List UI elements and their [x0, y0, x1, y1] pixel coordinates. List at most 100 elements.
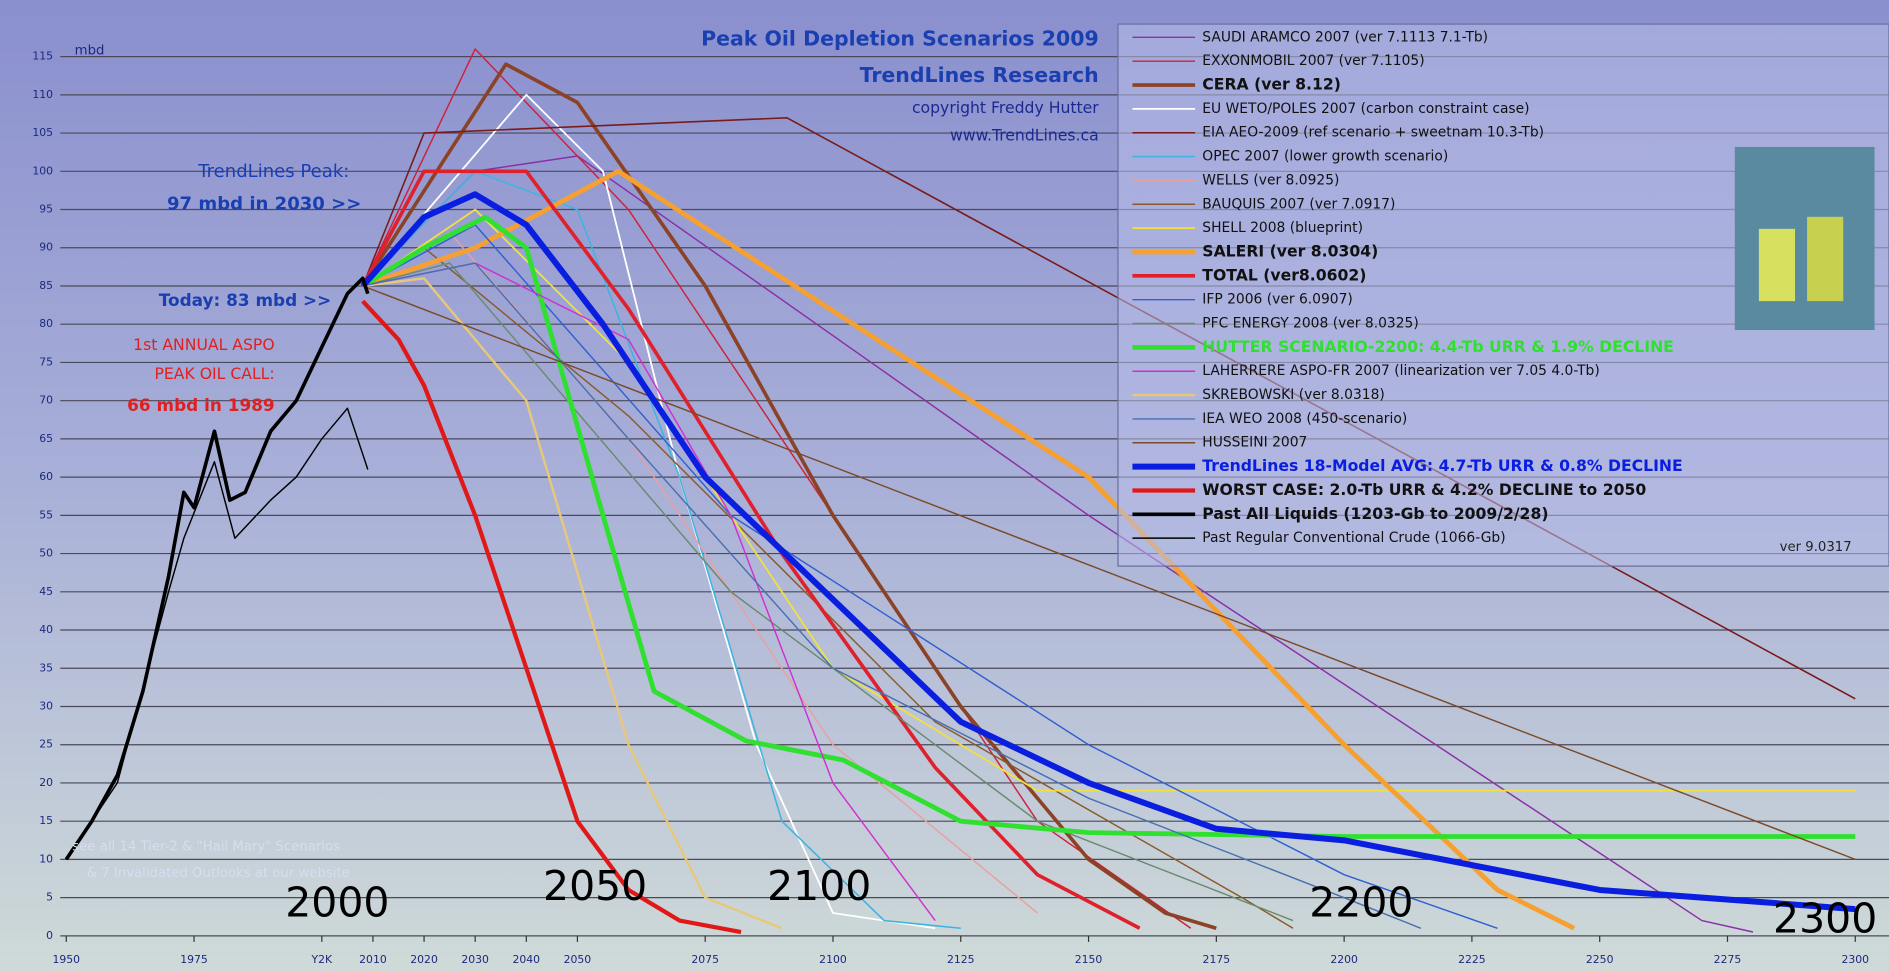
- legend-label: SAUDI ARAMCO 2007 (ver 7.1113 7.1-Tb): [1202, 29, 1488, 45]
- legend-label: BAUQUIS 2007 (ver 7.0917): [1202, 196, 1395, 212]
- x-tick-label: 2010: [359, 953, 387, 966]
- y-tick-label: 55: [39, 508, 53, 521]
- series-line: [361, 299, 742, 935]
- legend-label: SKREBOWSKI (ver 8.0318): [1202, 387, 1384, 403]
- x-tick-label: 2100: [819, 953, 847, 966]
- legend-label: OPEC 2007 (lower growth scenario): [1202, 149, 1448, 165]
- y-tick-label: 90: [39, 241, 53, 254]
- y-tick-label: 115: [32, 50, 53, 63]
- x-tick-label: 2040: [513, 953, 541, 966]
- legend-label: SHELL 2008 (blueprint): [1202, 220, 1363, 236]
- y-tick-label: 25: [39, 738, 53, 751]
- legend-label: IFP 2006 (ver 6.0907): [1202, 292, 1353, 308]
- y-tick-label: 10: [39, 852, 53, 865]
- y-tick-label: 35: [39, 661, 53, 674]
- annotation: & 7 Invalidated Outlooks at our website: [87, 866, 350, 881]
- x-tick-label: 1950: [52, 953, 80, 966]
- series-line: [362, 262, 1294, 922]
- series-line: [362, 277, 783, 930]
- x-tick-label: 2225: [1458, 953, 1486, 966]
- legend-label: LAHERRERE ASPO-FR 2007 (linearization ve…: [1202, 363, 1599, 379]
- legend-label: WELLS (ver 8.0925): [1202, 172, 1339, 188]
- y-tick-label: 85: [39, 279, 53, 292]
- y-tick-label: 65: [39, 432, 53, 445]
- series-line: [361, 169, 1141, 930]
- legend-label: Past All Liquids (1203-Gb to 2009/2/28): [1202, 504, 1548, 523]
- legend-label: SALERI (ver 8.0304): [1202, 241, 1378, 260]
- annotation: Today: 83 mbd >>: [159, 290, 332, 310]
- x-tick-label: 2300: [1841, 953, 1869, 966]
- annotation: PEAK OIL CALL:: [154, 364, 274, 383]
- x-tick-label: 2020: [410, 953, 438, 966]
- x-tick-label: 2050: [564, 953, 592, 966]
- legend-image-barrel: [1758, 228, 1796, 302]
- series-line: [361, 214, 1856, 839]
- x-tick-label: 2075: [691, 953, 719, 966]
- annotation: 2100: [767, 862, 871, 910]
- chart-subtitle: TrendLines Research: [860, 63, 1099, 87]
- y-tick-label: 0: [46, 929, 53, 942]
- series-line: [362, 224, 1498, 929]
- annotation: 2200: [1309, 879, 1413, 927]
- series-line: [360, 191, 1856, 913]
- legend-label: HUSSEINI 2007: [1202, 435, 1307, 451]
- y-tick-label: 100: [32, 164, 53, 177]
- legend-note: ver 9.0317: [1780, 540, 1852, 555]
- legend-label: CERA (ver 8.12): [1202, 75, 1341, 94]
- legend-label: TOTAL (ver8.0602): [1202, 265, 1366, 284]
- x-tick-label: 2250: [1586, 953, 1614, 966]
- annotation: 2000: [285, 879, 389, 927]
- annotation: 2050: [543, 862, 647, 910]
- y-axis-label: mbd: [75, 44, 105, 59]
- y-tick-label: 20: [39, 776, 53, 789]
- annotation: TrendLines Peak:: [197, 161, 349, 182]
- y-tick-label: 110: [32, 88, 53, 101]
- x-tick-label: 2275: [1714, 953, 1742, 966]
- annotation: copyright Freddy Hutter: [912, 98, 1099, 117]
- legend-label: EXXONMOBIL 2007 (ver 7.1105): [1202, 53, 1424, 69]
- annotation: 97 mbd in 2030 >>: [167, 194, 361, 215]
- annotation: 1st ANNUAL ASPO: [133, 335, 275, 354]
- y-tick-label: 105: [32, 126, 53, 139]
- y-tick-label: 45: [39, 585, 53, 598]
- series-line: [362, 262, 1422, 929]
- y-tick-label: 60: [39, 470, 53, 483]
- legend-label: WORST CASE: 2.0-Tb URR & 4.2% DECLINE to…: [1202, 480, 1646, 499]
- chart-title: Peak Oil Depletion Scenarios 2009: [701, 27, 1099, 51]
- legend-label: PFC ENERGY 2008 (ver 8.0325): [1202, 316, 1418, 332]
- x-tick-label: 2200: [1330, 953, 1358, 966]
- y-tick-label: 80: [39, 317, 53, 330]
- legend-label: HUTTER SCENARIO-2200: 4.4-Tb URR & 1.9% …: [1202, 337, 1674, 356]
- legend-label: EIA AEO-2009 (ref scenario + sweetnam 10…: [1202, 125, 1544, 141]
- y-tick-label: 15: [39, 814, 53, 827]
- y-tick-label: 75: [39, 355, 53, 368]
- annotation: www.TrendLines.ca: [950, 126, 1099, 145]
- y-tick-label: 50: [39, 547, 53, 560]
- legend-label: TrendLines 18-Model AVG: 4.7-Tb URR & 0.…: [1202, 456, 1682, 475]
- annotation: 2300: [1773, 894, 1877, 942]
- x-tick-label: 2125: [947, 953, 975, 966]
- legend-label: Past Regular Conventional Crude (1066-Gb…: [1202, 530, 1505, 546]
- legend-image: [1734, 146, 1875, 331]
- x-tick-label: Y2K: [311, 953, 334, 966]
- series-line: [361, 62, 1217, 931]
- series-line: [361, 168, 1576, 931]
- x-tick-label: 2150: [1075, 953, 1103, 966]
- y-tick-label: 5: [46, 891, 53, 904]
- legend-image-barrel: [1807, 216, 1844, 302]
- y-tick-label: 40: [39, 623, 53, 636]
- x-tick-label: 2175: [1203, 953, 1231, 966]
- series-line: [362, 48, 1192, 929]
- legend-label: IEA WEO 2008 (450-scenario): [1202, 411, 1407, 427]
- series-line: [362, 285, 1856, 861]
- legend-label: EU WETO/POLES 2007 (carbon constraint ca…: [1202, 101, 1529, 117]
- annotation: see all 14 Tier-2 & "Hail Mary" Scenario…: [72, 840, 340, 855]
- x-tick-label: 1975: [180, 953, 208, 966]
- x-tick-label: 2030: [461, 953, 489, 966]
- y-tick-label: 95: [39, 203, 53, 216]
- y-tick-label: 70: [39, 394, 53, 407]
- y-tick-label: 30: [39, 699, 53, 712]
- annotation: 66 mbd in 1989: [127, 395, 275, 415]
- series-line: [65, 407, 369, 860]
